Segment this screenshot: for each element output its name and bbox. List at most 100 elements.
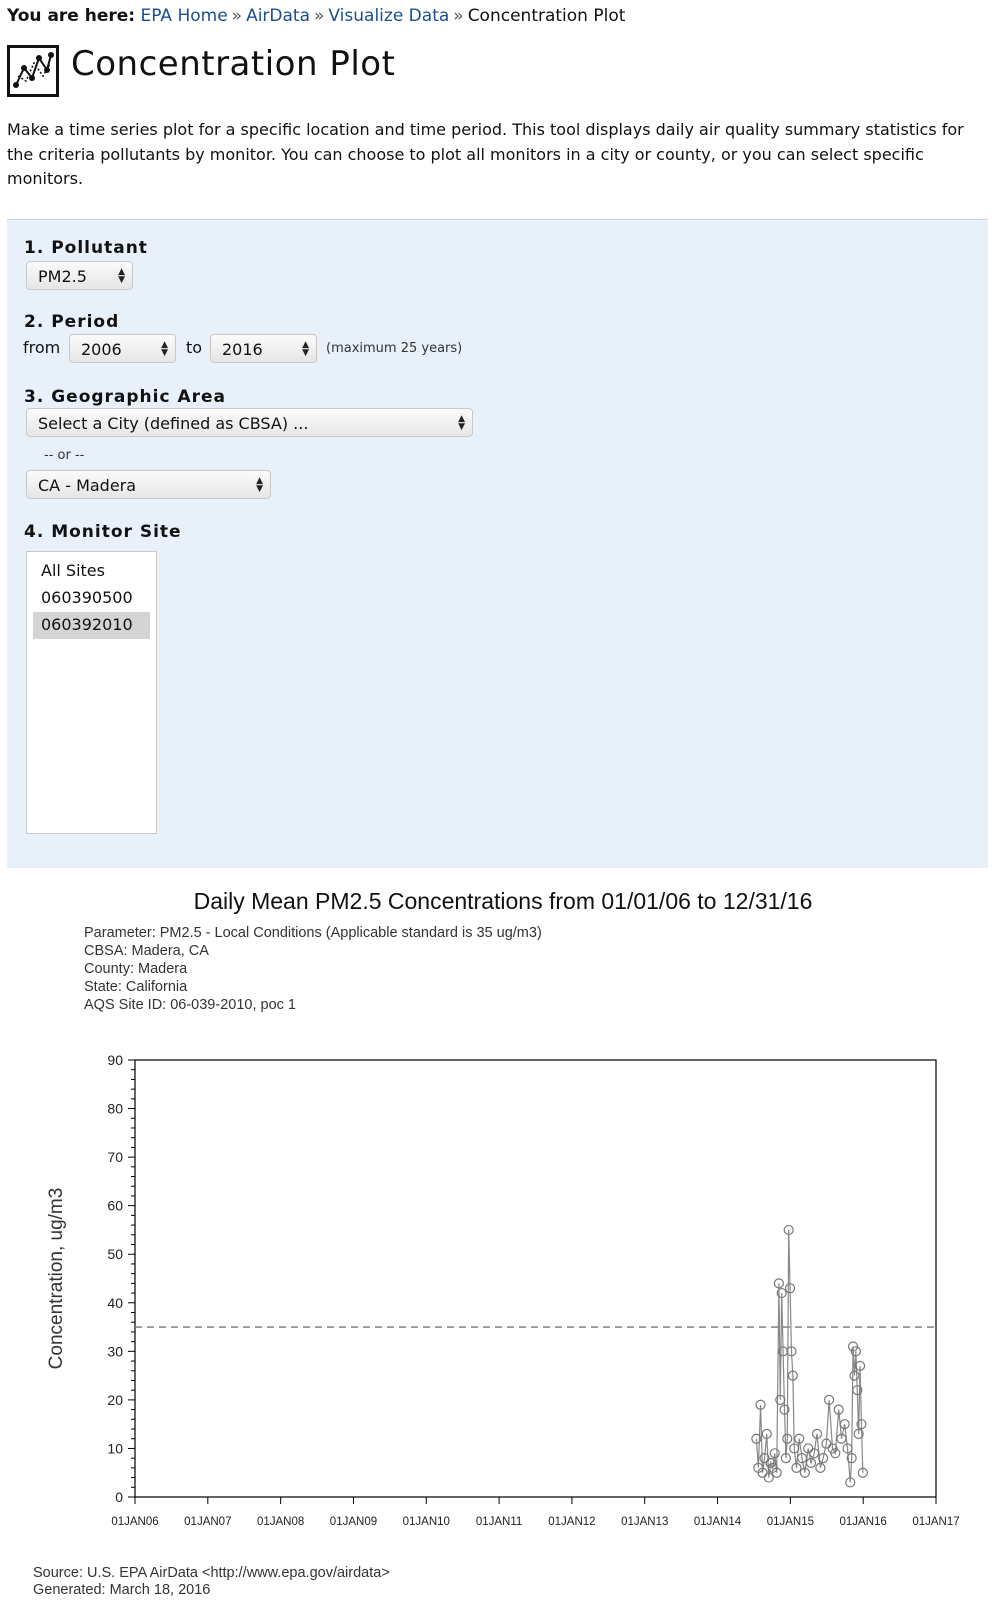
data-point bbox=[836, 1433, 847, 1444]
concentration-chart: 0 10 20 30 40 50 60 70 80 90 01JAN06 01JAN07 01JAN08… bbox=[46, 1052, 960, 1528]
data-point bbox=[839, 1419, 850, 1430]
y-tick-label: 70 bbox=[107, 1149, 123, 1165]
updown-arrows-icon: ▲ ▼ bbox=[118, 267, 125, 285]
pollutant-select[interactable]: PM2.5 ▲ ▼ bbox=[26, 261, 133, 290]
x-tick-label: 01JAN16 bbox=[840, 1516, 887, 1528]
chart-generated-text: Generated: March 18, 2016 bbox=[33, 1582, 211, 1598]
data-point bbox=[784, 1283, 796, 1294]
site-option-all[interactable]: All Sites bbox=[41, 561, 105, 580]
data-point bbox=[783, 1224, 794, 1236]
data-point bbox=[775, 1394, 786, 1405]
x-tick-label: 01JAN13 bbox=[621, 1516, 668, 1528]
data-point bbox=[830, 1448, 841, 1459]
monitor-site-label: 4. Monitor Site bbox=[24, 522, 182, 542]
intro-text: Make a time series plot for a specific l… bbox=[7, 120, 964, 188]
data-point bbox=[815, 1462, 826, 1473]
y-tick-label: 80 bbox=[107, 1101, 123, 1117]
data-point bbox=[857, 1467, 868, 1478]
data-point bbox=[846, 1453, 857, 1464]
data-point bbox=[761, 1428, 772, 1439]
geographic-area-label: 3. Geographic Area bbox=[24, 387, 227, 407]
chart-meta-state: State: California bbox=[84, 979, 188, 995]
period-note: (maximum 25 years) bbox=[326, 341, 463, 356]
data-point bbox=[791, 1462, 802, 1473]
from-year-select[interactable]: 2006 ▲ ▼ bbox=[69, 334, 176, 363]
from-label: from bbox=[23, 338, 61, 357]
breadcrumb-current: Concentration Plot bbox=[467, 6, 626, 26]
chart-meta-county: County: Madera bbox=[84, 961, 188, 977]
data-point bbox=[777, 1346, 789, 1357]
data-point bbox=[763, 1472, 774, 1483]
data-point bbox=[782, 1433, 793, 1444]
county-select-value: CA - Madera bbox=[38, 476, 137, 495]
y-tick-label: 90 bbox=[107, 1052, 123, 1068]
pollutant-label: 1. Pollutant bbox=[24, 238, 148, 258]
pollutant-select-value: PM2.5 bbox=[38, 267, 87, 286]
x-tick-label: 01JAN07 bbox=[184, 1516, 231, 1528]
data-point bbox=[799, 1467, 810, 1478]
updown-arrows-icon: ▲ ▼ bbox=[161, 340, 168, 358]
data-point bbox=[853, 1428, 864, 1439]
data-point bbox=[833, 1404, 844, 1415]
data-point bbox=[765, 1457, 776, 1469]
x-tick-label: 01JAN10 bbox=[403, 1516, 450, 1528]
chart-meta-cbsa: CBSA: Madera, CA bbox=[84, 943, 209, 959]
page-title: Concentration Plot bbox=[71, 44, 396, 84]
data-point bbox=[789, 1443, 800, 1454]
y-tick-label: 20 bbox=[107, 1392, 123, 1408]
data-point bbox=[854, 1360, 866, 1371]
chart-source: Source: U.S. EPA AirData <http://www.epa… bbox=[33, 1565, 390, 1599]
updown-arrows-icon: ▲ ▼ bbox=[256, 476, 263, 494]
data-point bbox=[796, 1453, 808, 1464]
data-point bbox=[786, 1346, 797, 1357]
cbsa-select[interactable]: Select a City (defined as CBSA) ... ▲ ▼ bbox=[26, 408, 473, 437]
x-tick-label: 01JAN06 bbox=[111, 1516, 158, 1528]
y-tick-label: 50 bbox=[107, 1246, 123, 1262]
chart-title: Daily Mean PM2.5 Concentrations from 01/… bbox=[193, 888, 813, 914]
breadcrumb-separator: » bbox=[453, 6, 464, 26]
county-select[interactable]: CA - Madera ▲ ▼ bbox=[26, 470, 271, 499]
to-year-value: 2016 bbox=[222, 340, 263, 359]
breadcrumb-link-visualize-data[interactable]: Visualize Data bbox=[328, 6, 450, 26]
breadcrumb-separator: » bbox=[314, 6, 325, 26]
updown-arrows-icon: ▲ ▼ bbox=[458, 414, 465, 432]
site-option-060392010[interactable]: 060392010 bbox=[33, 612, 150, 639]
chart-meta-site-id: AQS Site ID: 06-039-2010, poc 1 bbox=[84, 997, 296, 1013]
data-point bbox=[773, 1278, 785, 1289]
x-tick-label: 01JAN11 bbox=[476, 1516, 522, 1528]
chart-source-text: Source: U.S. EPA AirData <http://www.epa… bbox=[33, 1565, 390, 1581]
y-tick-label: 0 bbox=[115, 1489, 123, 1505]
data-point bbox=[818, 1453, 829, 1464]
data-point bbox=[849, 1370, 860, 1381]
site-option-060390500[interactable]: 060390500 bbox=[41, 588, 133, 607]
x-tick-label: 01JAN15 bbox=[767, 1516, 814, 1528]
period-label: 2. Period bbox=[24, 312, 120, 332]
data-point bbox=[771, 1467, 782, 1478]
x-tick-label: 01JAN12 bbox=[548, 1516, 595, 1528]
data-point bbox=[780, 1453, 791, 1464]
breadcrumb-link-epa-home[interactable]: EPA Home bbox=[140, 6, 228, 26]
form-panel: 1. Pollutant PM2.5 ▲ ▼ 2. Period from 200… bbox=[7, 219, 988, 868]
data-point bbox=[856, 1419, 867, 1430]
chart-meta-parameter: Parameter: PM2.5 - Local Conditions (App… bbox=[84, 925, 542, 941]
data-point bbox=[842, 1443, 853, 1454]
data-point bbox=[794, 1433, 805, 1444]
breadcrumb-separator: » bbox=[231, 6, 243, 26]
from-year-value: 2006 bbox=[81, 340, 122, 359]
data-point bbox=[845, 1477, 856, 1488]
to-year-select[interactable]: 2016 ▲ ▼ bbox=[210, 334, 317, 363]
data-point bbox=[776, 1287, 787, 1299]
data-point bbox=[759, 1453, 770, 1464]
monitor-site-listbox[interactable]: All Sites 060390500 060392010 bbox=[26, 551, 157, 834]
breadcrumb-link-airdata[interactable]: AirData bbox=[246, 6, 311, 26]
data-point bbox=[755, 1399, 766, 1410]
chart-meta: Parameter: PM2.5 - Local Conditions (App… bbox=[84, 924, 542, 1014]
or-separator: -- or -- bbox=[44, 448, 85, 463]
data-point bbox=[769, 1448, 780, 1459]
breadcrumb: You are here: EPA Home» AirData» Visualize… bbox=[7, 6, 625, 26]
data-point bbox=[824, 1394, 835, 1405]
y-tick-label: 10 bbox=[107, 1440, 123, 1456]
line-chart-icon bbox=[7, 45, 59, 97]
data-point bbox=[751, 1433, 762, 1444]
data-point bbox=[852, 1385, 863, 1396]
